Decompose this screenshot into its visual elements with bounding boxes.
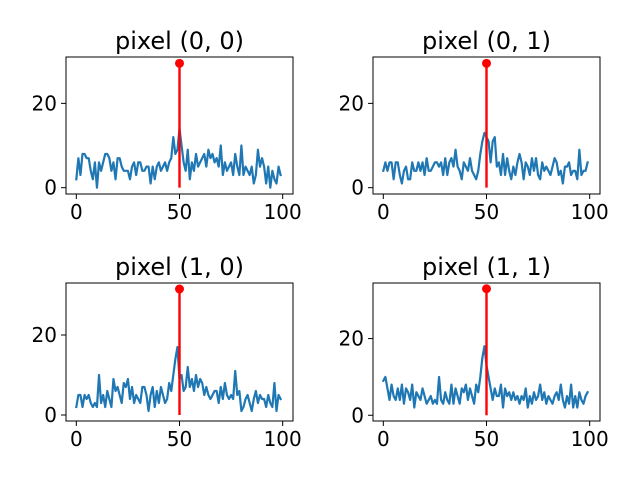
- subplot-3: pixel (1, 1) 0 50 100 0 20: [339, 253, 609, 451]
- subplot-title: pixel (1, 1): [422, 253, 551, 281]
- y-tick-label: 0: [351, 176, 364, 200]
- subplot-title: pixel (0, 0): [115, 27, 244, 55]
- stem-marker: [482, 284, 491, 294]
- subplot-0: pixel (0, 0) 0 50 100 0 20: [32, 27, 302, 224]
- x-tick-label: 50: [167, 200, 192, 224]
- stem-marker: [175, 284, 184, 294]
- subplot-2: pixel (1, 0) 0 50 100 0 20: [32, 253, 302, 451]
- y-tick-label: 0: [351, 403, 364, 427]
- x-tick-label: 0: [377, 200, 390, 224]
- x-tick-label: 50: [474, 427, 499, 451]
- y-tick-label: 20: [32, 323, 57, 347]
- x-tick-label: 100: [571, 427, 609, 451]
- stem-marker: [482, 58, 491, 68]
- x-tick-label: 50: [167, 427, 192, 451]
- x-tick-label: 100: [264, 200, 302, 224]
- y-tick-label: 20: [339, 327, 364, 351]
- y-tick-label: 20: [339, 91, 364, 115]
- x-tick-label: 0: [70, 200, 83, 224]
- x-tick-label: 100: [264, 427, 302, 451]
- subplot-1: pixel (0, 1) 0 50 100 0 20: [339, 27, 609, 224]
- subplot-title: pixel (0, 1): [422, 27, 551, 55]
- subplot-title: pixel (1, 0): [115, 253, 244, 281]
- x-tick-label: 0: [70, 427, 83, 451]
- x-tick-label: 100: [571, 200, 609, 224]
- x-tick-label: 50: [474, 200, 499, 224]
- y-tick-label: 0: [44, 176, 57, 200]
- y-tick-label: 20: [32, 91, 57, 115]
- y-tick-label: 0: [44, 403, 57, 427]
- stem-marker: [175, 58, 184, 68]
- x-tick-label: 0: [377, 427, 390, 451]
